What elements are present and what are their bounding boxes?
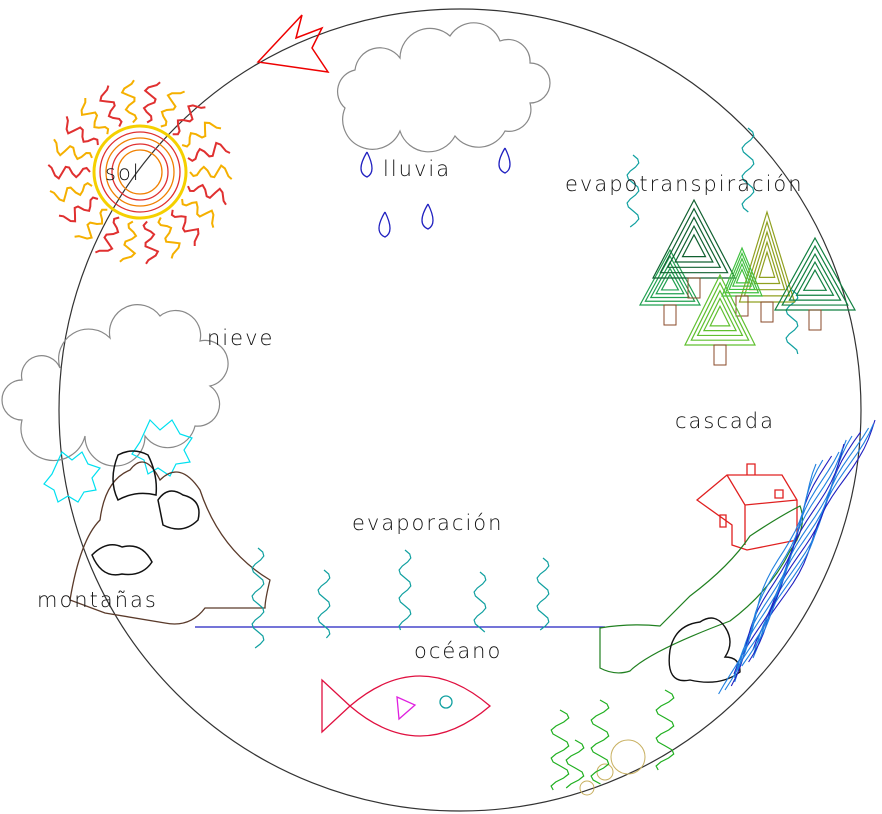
raindrop <box>379 212 390 237</box>
tree-trunk <box>664 305 676 325</box>
tree-crown <box>759 252 774 277</box>
tree-crown <box>662 275 679 290</box>
label-lluvia: lluvia <box>383 157 451 181</box>
snowflake <box>44 452 100 502</box>
label-sol: sol <box>105 161 141 185</box>
decorations <box>252 128 875 790</box>
sun-ray <box>159 218 180 259</box>
sun-ray <box>144 222 158 264</box>
water-cycle-diagram: sol lluvia evapotranspiración nieve casc… <box>0 0 882 814</box>
sun-ray <box>182 123 221 147</box>
shore <box>600 506 802 673</box>
label-cascada: cascada <box>675 409 775 433</box>
mountain-rocks <box>92 451 199 575</box>
cycle-arrow <box>258 15 328 72</box>
seaweed <box>551 710 569 790</box>
transpiration-wave <box>742 128 754 212</box>
rain-cloud <box>338 23 550 152</box>
seaweed <box>566 740 584 788</box>
fish <box>322 676 490 736</box>
tree-trunk <box>809 310 821 330</box>
evaporation-wave <box>474 572 486 632</box>
sun-ray <box>188 143 230 161</box>
waterfall-stream <box>754 424 874 654</box>
fish-eye <box>440 696 452 708</box>
waterfall-stream <box>719 464 816 694</box>
snow-cloud <box>2 305 228 466</box>
shore-rock <box>669 618 740 682</box>
fish-fin <box>397 697 415 719</box>
sun-ray <box>173 105 206 134</box>
sun-ray <box>67 116 98 145</box>
evaporation-wave <box>537 558 549 630</box>
sun-ray <box>100 86 121 127</box>
label-nieve: nieve <box>207 326 274 350</box>
raindrop <box>499 148 510 173</box>
bubble <box>580 781 594 795</box>
tree-trunk <box>714 345 726 365</box>
sun-ray <box>59 198 98 222</box>
evaporation-wave <box>318 570 330 638</box>
label-evapotranspiracion: evapotranspiración <box>565 172 804 196</box>
tree-crown <box>710 306 730 326</box>
sun-ray <box>48 165 90 179</box>
sun-ray <box>120 222 136 262</box>
bubble <box>611 740 645 774</box>
tree-crown <box>722 248 762 296</box>
waterfall-stream <box>725 460 823 690</box>
seaweed <box>591 700 609 784</box>
evaporation-wave <box>399 550 411 630</box>
raindrop <box>361 152 372 177</box>
tree-crown <box>740 212 795 302</box>
sun-ray <box>82 98 109 134</box>
sun-ray <box>50 183 92 201</box>
sun-ray <box>190 166 232 180</box>
label-oceano: océano <box>414 639 502 663</box>
sun-ray <box>172 210 199 246</box>
sun-ray <box>122 80 136 122</box>
raindrop <box>422 204 433 229</box>
snowflake <box>132 420 192 476</box>
sun-ray <box>182 199 213 228</box>
tree-trunk <box>736 296 748 316</box>
sun-ray <box>144 82 160 122</box>
tree-crown <box>775 238 855 310</box>
tree-crown <box>683 235 706 257</box>
tree-crown <box>653 200 735 278</box>
sun-ray <box>75 210 108 239</box>
tree-crown <box>804 270 826 290</box>
label-montanas: montañas <box>37 588 158 612</box>
label-evaporacion: evaporación <box>352 511 503 535</box>
evaporation-wave <box>252 548 264 648</box>
tree-trunk <box>761 302 773 322</box>
house <box>697 464 797 550</box>
